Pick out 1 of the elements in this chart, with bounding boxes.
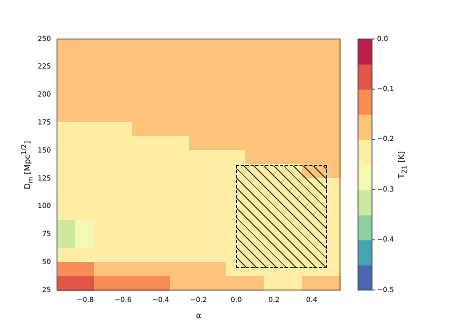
x-axis-title: α [196,310,202,320]
